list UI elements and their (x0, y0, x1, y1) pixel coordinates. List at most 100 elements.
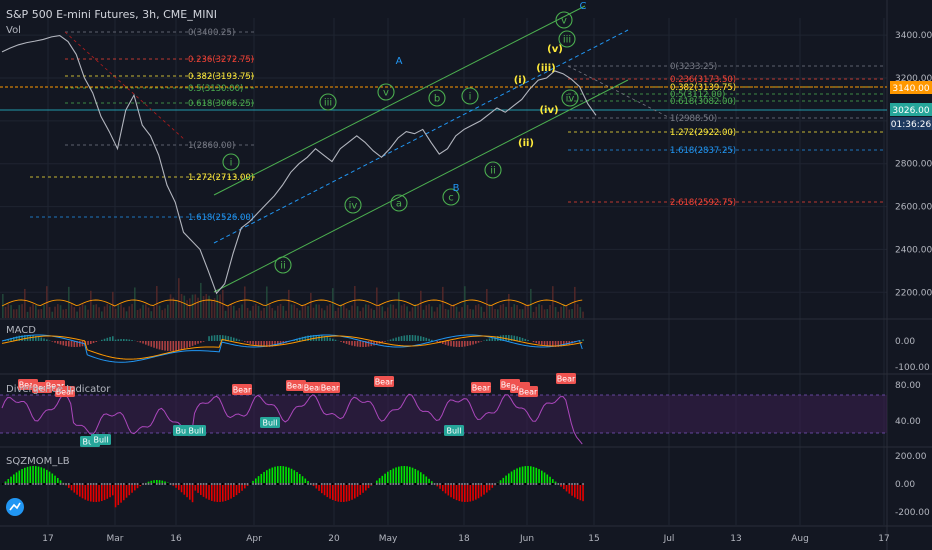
squeeze-dot-58 (161, 483, 164, 485)
squeeze-bar-210 (579, 484, 582, 501)
volume-bar-89 (246, 307, 249, 318)
volume-bar-17 (48, 307, 51, 318)
volume-bar-51 (142, 304, 144, 318)
squeeze-dot-110 (304, 483, 307, 485)
squeeze-bar-2 (7, 479, 10, 484)
squeeze-bar-66 (183, 484, 186, 495)
squeeze-dot-65 (180, 483, 183, 485)
macd-hist-42 (117, 339, 120, 341)
macd-hist-116 (321, 335, 323, 341)
squeeze-bar-178 (491, 484, 494, 488)
squeeze-bar-95 (263, 471, 265, 484)
squeeze-dot-174 (480, 483, 483, 485)
squeeze-bar-188 (519, 467, 521, 484)
divergence-tag-12: Bear (519, 388, 538, 397)
macd-hist-52 (145, 341, 147, 345)
squeeze-dot-155 (428, 483, 430, 485)
squeeze-dot-112 (310, 483, 312, 485)
squeeze-dot-15 (43, 483, 45, 485)
divergence-tag-8: Bear (375, 378, 394, 387)
volume-bar-128 (354, 286, 356, 318)
macd-hist-34 (95, 341, 98, 342)
volume-bar-111 (307, 306, 309, 318)
squeeze-dot-199 (549, 483, 551, 485)
macd-hist-143 (395, 337, 397, 341)
macd-hist-18 (51, 341, 54, 342)
squeeze-bar-75 (208, 484, 210, 500)
divergence-tag-4: Bear (233, 386, 252, 395)
volume-bar-208 (574, 286, 576, 318)
volume-bar-105 (290, 304, 293, 318)
squeeze-dot-66 (183, 483, 186, 485)
squeeze-bar-128 (354, 484, 356, 499)
squeeze-dot-120 (332, 483, 334, 485)
squeeze-bar-139 (384, 473, 386, 484)
macd-hist-77 (213, 335, 216, 341)
volume-bar-178 (491, 305, 494, 318)
squeeze-dot-86 (238, 483, 241, 485)
squeeze-bar-137 (378, 478, 381, 484)
macd-hist-195 (538, 341, 540, 345)
squeeze-bar-24 (68, 484, 70, 488)
volume-bar-151 (417, 304, 419, 318)
volume-bar-28 (79, 306, 81, 318)
macd-hist-36 (101, 339, 103, 341)
x-tick-label-2: 16 (170, 534, 182, 544)
volume-bar-193 (532, 311, 535, 318)
macd-hist-119 (329, 337, 331, 341)
squeeze-bar-108 (299, 474, 301, 484)
volume-bar-107 (296, 308, 298, 318)
divergence-tag-box-13 (556, 373, 576, 384)
squeeze-dot-35 (98, 483, 100, 485)
logo-icon[interactable] (6, 498, 24, 516)
squeeze-dot-150 (414, 483, 417, 485)
macd-hist-183 (505, 335, 507, 341)
macd-hist-92 (255, 341, 257, 346)
volume-bar-182 (502, 304, 505, 318)
squeeze-dot-99 (274, 483, 276, 485)
squeeze-dot-178 (491, 483, 494, 485)
macd-hist-132 (365, 341, 367, 347)
volume-bar-46 (128, 306, 131, 318)
x-tick-label-9: Jul (663, 534, 675, 544)
squeeze-dot-62 (172, 483, 175, 485)
squeeze-bar-198 (546, 474, 549, 484)
squeeze-dot-56 (156, 483, 158, 485)
volume-bar-112 (310, 292, 312, 318)
macd-hist-138 (381, 341, 384, 343)
squeeze-dot-46 (128, 483, 131, 485)
squeeze-bar-177 (488, 484, 491, 491)
volume-bar-94 (260, 310, 263, 318)
squeeze-dot-14 (40, 483, 43, 485)
squeeze-bar-3 (10, 476, 12, 484)
macd-hist-54 (150, 341, 153, 347)
divergence-tag-box-15 (91, 434, 111, 445)
volume-bar-1 (4, 306, 7, 318)
squeeze-bar-97 (268, 468, 271, 484)
squeeze-dot-194 (535, 483, 538, 485)
squeeze-bar-7 (21, 469, 23, 484)
volume-bar-25 (70, 304, 73, 318)
squeeze-bar-4 (13, 474, 15, 484)
squeeze-bar-76 (211, 484, 213, 501)
divergence-tag-box-17 (186, 425, 206, 436)
volume-bar-168 (464, 286, 466, 318)
volume-bar-179 (494, 309, 496, 318)
volume-bar-146 (403, 304, 406, 318)
fib-left-label-3: 0.5(3130.00) (188, 84, 243, 94)
macd-hist-185 (510, 335, 513, 341)
volume-bar-81 (224, 310, 227, 318)
divergence-tag-7: Bear (321, 384, 340, 393)
volume-bar-55 (153, 306, 155, 318)
wave-label-2: iii (324, 98, 332, 109)
volume-bar-141 (389, 304, 392, 318)
squeeze-dot-173 (477, 483, 480, 485)
macd-hist-86 (238, 339, 241, 341)
squeeze-bar-174 (480, 484, 483, 497)
macd-hist-82 (227, 336, 230, 341)
squeeze-bar-181 (499, 480, 502, 484)
macd-hist-156 (431, 339, 433, 341)
squeeze-tick-label-2: -200.00 (895, 508, 930, 518)
squeeze-bar-71 (197, 484, 199, 493)
